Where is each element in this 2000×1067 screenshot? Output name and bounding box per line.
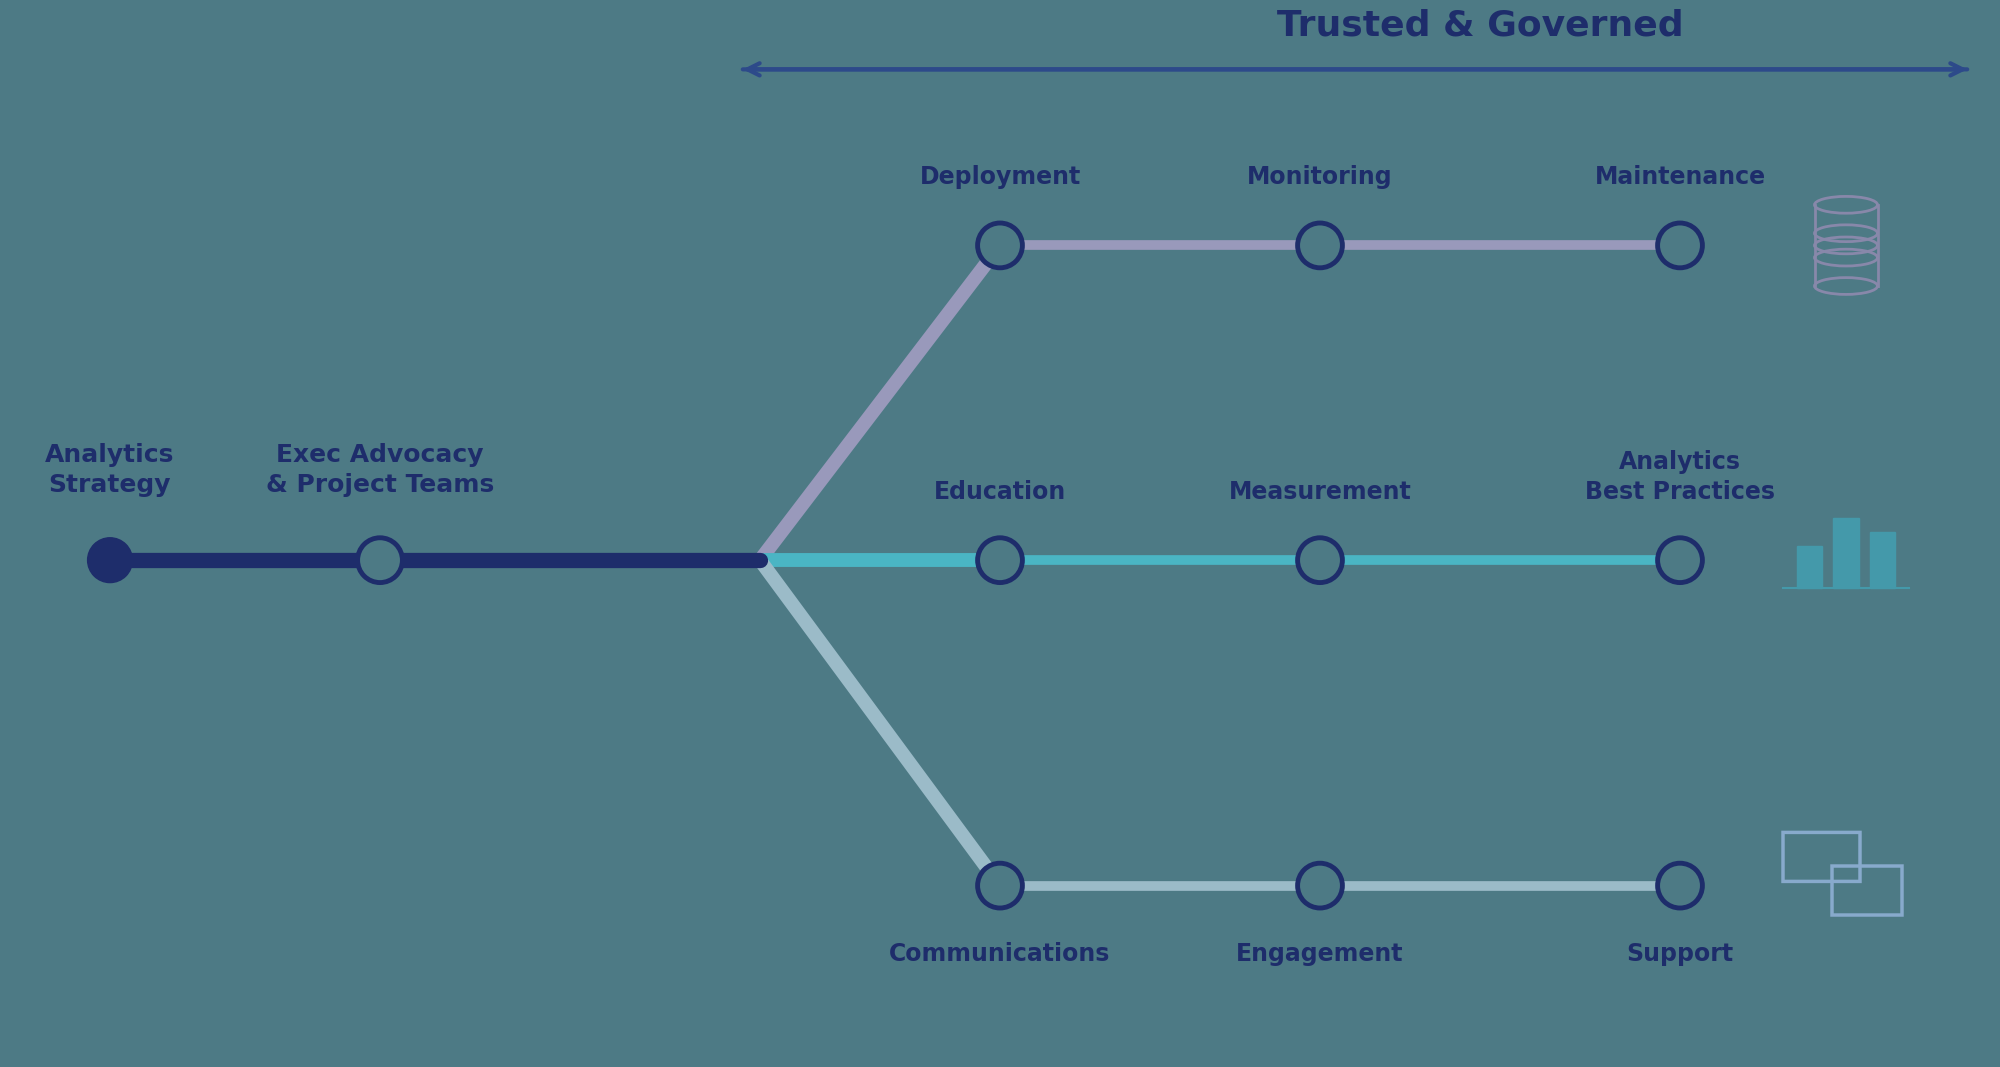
Circle shape — [1658, 863, 1702, 908]
Text: Deployment: Deployment — [920, 165, 1080, 190]
Circle shape — [978, 223, 1022, 268]
Circle shape — [88, 538, 132, 583]
Circle shape — [358, 538, 402, 583]
Circle shape — [1298, 538, 1342, 583]
Bar — [1834, 519, 1858, 588]
Text: Communications: Communications — [890, 941, 1110, 966]
Text: Monitoring: Monitoring — [1248, 165, 1392, 190]
Text: Exec Advocacy
& Project Teams: Exec Advocacy & Project Teams — [266, 444, 494, 497]
Text: Engagement: Engagement — [1236, 941, 1404, 966]
Bar — [1870, 532, 1896, 588]
Circle shape — [1658, 223, 1702, 268]
Circle shape — [1658, 538, 1702, 583]
Text: Maintenance: Maintenance — [1594, 165, 1766, 190]
Text: Measurement: Measurement — [1228, 480, 1412, 505]
Text: Analytics
Strategy: Analytics Strategy — [46, 444, 174, 497]
Circle shape — [1298, 863, 1342, 908]
Text: Analytics
Best Practices: Analytics Best Practices — [1584, 450, 1776, 505]
Bar — [1796, 546, 1822, 588]
Circle shape — [978, 538, 1022, 583]
Text: Education: Education — [934, 480, 1066, 505]
Circle shape — [1298, 223, 1342, 268]
Text: Trusted & Governed: Trusted & Governed — [1276, 9, 1684, 43]
Text: Support: Support — [1626, 941, 1734, 966]
Circle shape — [978, 863, 1022, 908]
